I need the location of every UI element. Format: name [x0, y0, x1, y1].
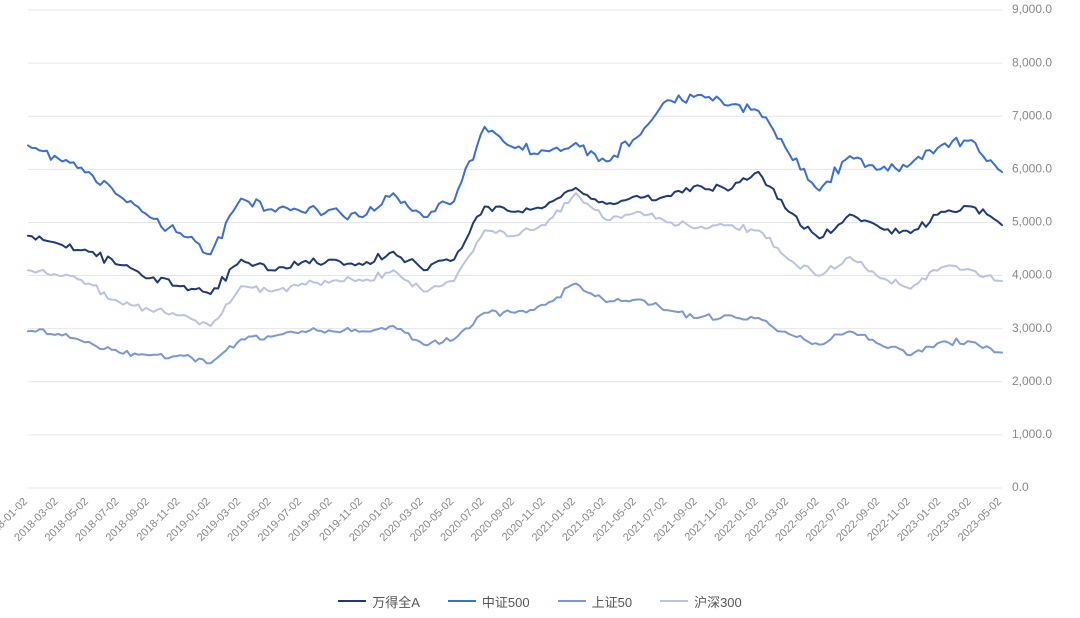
legend-item: 中证500 [448, 592, 530, 611]
legend-label: 万得全A [372, 592, 420, 611]
legend: 万得全A 中证500 上证50 沪深300 [0, 590, 1080, 611]
y-tick-label: 8,000.0 [1012, 55, 1052, 69]
y-tick-label: 1,000.0 [1012, 427, 1052, 441]
y-tick-label: 2,000.0 [1012, 374, 1052, 388]
legend-item: 沪深300 [660, 592, 742, 611]
y-tick-label: 3,000.0 [1012, 321, 1052, 335]
legend-label: 上证50 [592, 592, 632, 611]
grid: 0.0 1,000.0 2,000.0 3,000.0 4,000.0 5,000.0 6,… [28, 2, 1052, 494]
y-tick-label: 7,000.0 [1012, 108, 1052, 122]
legend-item: 上证50 [558, 592, 632, 611]
y-tick-label: 5,000.0 [1012, 215, 1052, 229]
legend-swatch [558, 600, 586, 602]
y-tick-label: 9,000.0 [1012, 2, 1052, 16]
legend-label: 中证500 [482, 592, 530, 611]
legend-item: 万得全A [338, 592, 420, 611]
index-line-chart: 0.0 1,000.0 2,000.0 3,000.0 4,000.0 5,000.0 6,… [0, 0, 1080, 618]
series-group [28, 95, 1002, 364]
series-line [28, 95, 1002, 255]
x-axis: 2018-01-022018-03-022018-05-022018-07-02… [0, 496, 1004, 544]
y-tick-label: 4,000.0 [1012, 268, 1052, 282]
chart-svg: 0.0 1,000.0 2,000.0 3,000.0 4,000.0 5,000.0 6,… [0, 0, 1080, 618]
legend-swatch [660, 600, 688, 602]
legend-label: 沪深300 [694, 592, 742, 611]
legend-swatch [338, 600, 366, 602]
series-line [28, 284, 1002, 364]
legend-swatch [448, 600, 476, 602]
series-line [28, 193, 1002, 326]
y-tick-label: 0.0 [1012, 480, 1029, 494]
y-tick-label: 6,000.0 [1012, 162, 1052, 176]
